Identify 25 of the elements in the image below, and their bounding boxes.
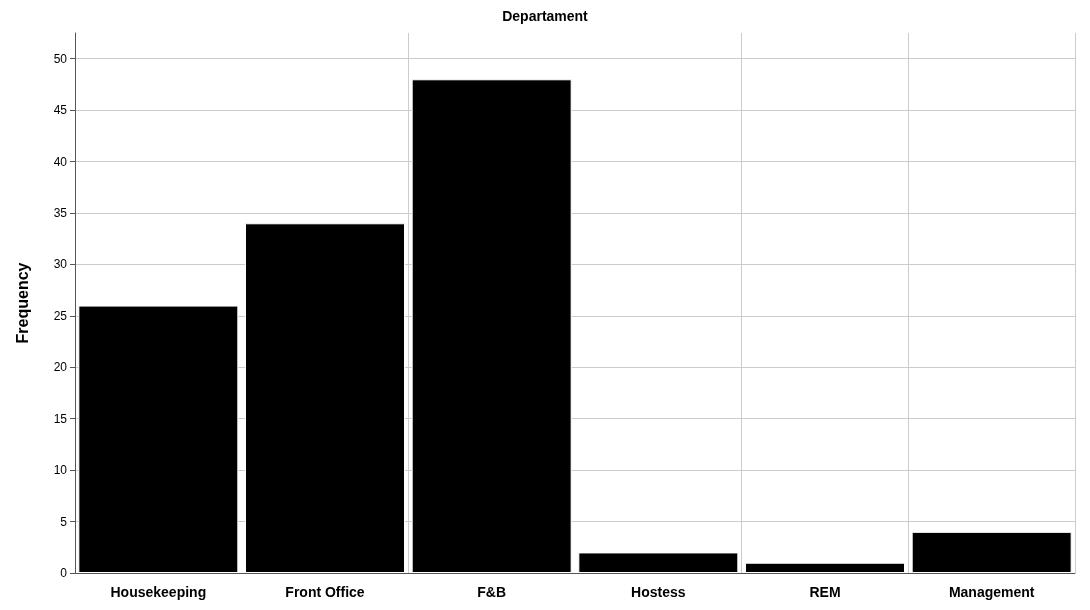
x-tick-label: Hostess: [631, 584, 686, 600]
y-tick-label: 35: [53, 206, 68, 220]
x-tick-label: REM: [809, 584, 841, 600]
y-tick-label: 0: [60, 566, 68, 580]
y-tick-label: 40: [53, 154, 68, 169]
bar: [78, 305, 239, 573]
y-tick-label: 50: [53, 51, 68, 66]
y-tick-label: 30: [53, 257, 68, 272]
y-tick-label: 10: [53, 463, 68, 478]
y-tick-label: 5: [60, 514, 68, 529]
y-tick-label: 25: [53, 308, 68, 323]
x-tick-label: F&B: [477, 584, 507, 600]
y-tick-label: 15: [53, 411, 68, 426]
bar: [411, 79, 572, 573]
bar: [745, 562, 905, 573]
bar: [245, 223, 405, 573]
bar: [578, 552, 739, 573]
x-tick-label: Management: [948, 584, 1035, 600]
x-tick-label: Front Office: [285, 584, 365, 600]
y-tick-label: 45: [53, 103, 68, 118]
y-tick-label: 20: [53, 360, 68, 375]
bar: [911, 531, 1072, 573]
chart-title: Departament: [502, 8, 589, 24]
y-axis-title: Frequency: [13, 262, 31, 344]
x-tick-label: Housekeeping: [110, 584, 207, 600]
